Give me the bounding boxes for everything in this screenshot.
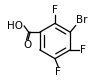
Text: F: F: [52, 5, 58, 15]
Text: O: O: [23, 40, 32, 50]
Text: F: F: [55, 67, 61, 77]
Text: HO: HO: [7, 21, 24, 31]
Text: F: F: [80, 45, 86, 55]
Text: Br: Br: [76, 15, 88, 25]
